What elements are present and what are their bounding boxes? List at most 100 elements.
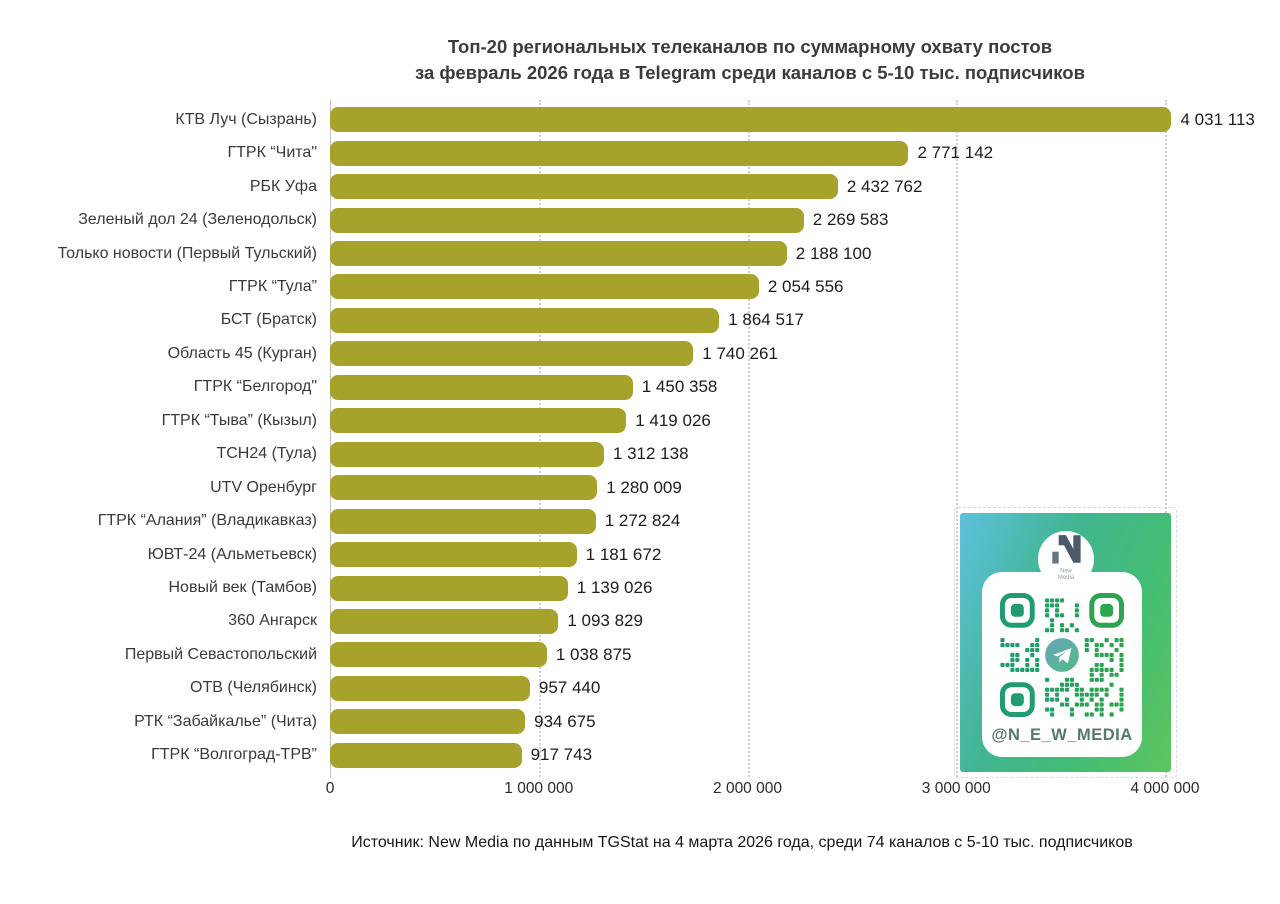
value-label: 1 181 672 [585,544,662,564]
gridline [538,100,541,777]
bar [330,742,522,768]
category-label: Первый Севастопольский [124,645,317,663]
telegram-icon [1045,638,1079,672]
bar [330,274,759,300]
value-label: 1 280 009 [606,477,682,497]
x-tick-label: 1 000 000 [504,780,574,797]
bar-row: ГТРК “Белгород" 1 450 358 [0,371,717,404]
chart-title-line1: Топ-20 региональных телеканалов по сумма… [447,36,1053,57]
svg-text:Media: Media [1057,575,1074,581]
bar [330,140,909,166]
bar-row: БСТ (Братск) 1 864 517 [0,304,804,337]
bar [330,575,568,601]
qr-code-image [1000,593,1124,717]
bar-row: Новый век (Тамбов) 1 139 026 [0,571,652,604]
x-tick-label: 3 000 000 [921,780,991,797]
value-label: 1 450 358 [641,377,718,397]
bar-row: ЮВТ-24 (Альметьевск) 1 181 672 [0,538,661,571]
category-label: Область 45 (Курган) [167,344,317,362]
chart-title-line2: за февраль 2026 года в Telegram среди ка… [415,62,1085,83]
bar [330,542,577,568]
category-label: КТВ Луч (Сызрань) [175,110,317,128]
value-label: 1 419 026 [635,410,711,430]
value-label: 1 038 875 [555,644,632,664]
bar [330,508,596,534]
category-label: ЮВТ-24 (Альметьевск) [147,545,317,563]
bar [330,207,804,233]
value-label: 1 864 517 [728,310,804,330]
bar [330,241,787,267]
new-media-logo: New Media [1037,531,1094,587]
value-label: 1 093 829 [567,611,643,631]
value-label: 1 139 026 [576,578,653,598]
bar-row: ГТРК “Волгоград-ТРВ” 917 743 [0,739,592,772]
x-tick-label: 0 [325,780,335,797]
gridline [747,100,750,777]
gridline [956,100,959,777]
category-label: 360 Ангарск [228,612,317,630]
value-label: 2 188 100 [795,243,872,263]
value-label: 2 269 583 [812,210,889,230]
bar [330,675,530,701]
svg-text:New: New [1060,569,1073,575]
bar [330,374,633,400]
category-label: ОТВ (Челябинск) [190,679,317,697]
category-label: ГТРК “Белгород" [193,378,317,396]
category-label: ГТРК “Тыва” (Кызыл) [161,411,317,429]
value-label: 1 740 261 [702,343,778,363]
bar-row: ГТРК “Тыва” (Кызыл) 1 419 026 [0,404,711,437]
value-label: 1 312 138 [612,444,689,464]
bar [330,408,627,434]
bar [330,174,838,200]
bar-row: РТК “Забайкалье” (Чита) 934 675 [0,705,596,738]
telegram-handle: @N_E_W_MEDIA [991,726,1133,744]
bar [330,709,526,735]
category-label: Зеленый дол 24 (Зеленодольск) [78,211,317,229]
bar [330,341,694,367]
category-label: ГТРК “Тула” [228,277,317,295]
value-label: 1 272 824 [604,511,681,531]
value-label: 934 675 [534,711,596,731]
bar-row: РБК Уфа 2 432 762 [0,170,922,203]
value-label: 917 743 [530,745,593,765]
category-label: РТК “Забайкалье” (Чита) [134,712,317,730]
value-label: 2 432 762 [846,176,923,196]
bar-row: ТСН24 (Тула) 1 312 138 [0,438,689,471]
qr-sticker-card: @N_E_W_MEDIA New Media [954,507,1177,778]
bar-row: Зеленый дол 24 (Зеленодольск) 2 269 583 [0,203,888,236]
bar-row: КТВ Луч (Сызрань) 4 031 113 [0,103,1255,136]
bar [330,608,559,634]
category-label: ГТРК “Чита" [227,144,317,162]
bar [330,441,604,467]
bar-row: Первый Севастопольский 1 038 875 [0,638,632,671]
category-label: UTV Оренбург [210,478,317,496]
value-label: 2 054 556 [767,276,844,296]
bar-row: UTV Оренбург 1 280 009 [0,471,682,504]
qr-code [1000,593,1124,717]
x-tick-label: 2 000 000 [713,780,782,797]
bar-row: Область 45 (Курган) 1 740 261 [0,337,778,370]
value-label: 2 771 142 [917,143,994,163]
value-label: 4 031 113 [1180,109,1255,129]
gridline [1165,100,1167,777]
chart-title: Топ-20 региональных телеканалов по сумма… [330,34,1170,86]
category-label: ГТРК “Алания” (Владикавказ) [97,512,317,530]
bar [330,475,598,501]
bar-row: ОТВ (Челябинск) 957 440 [0,672,600,705]
bar [330,642,547,668]
bar [330,107,1172,133]
bar-row: ГТРК “Чита" 2 771 142 [0,136,993,169]
bar-row: ГТРК “Алания” (Владикавказ) 1 272 824 [0,504,680,537]
category-label: РБК Уфа [249,177,317,195]
y-axis-line [330,100,331,778]
category-label: БСТ (Братск) [220,311,317,329]
category-label: ГТРК “Волгоград-ТРВ” [151,746,317,764]
qr-panel: @N_E_W_MEDIA [982,572,1142,757]
bar [330,307,720,333]
bar-row: Только новости (Первый Тульский) 2 188 10… [0,237,871,270]
category-label: Только новости (Первый Тульский) [57,244,317,262]
bar-row: 360 Ангарск 1 093 829 [0,605,643,638]
value-label: 957 440 [538,678,601,698]
